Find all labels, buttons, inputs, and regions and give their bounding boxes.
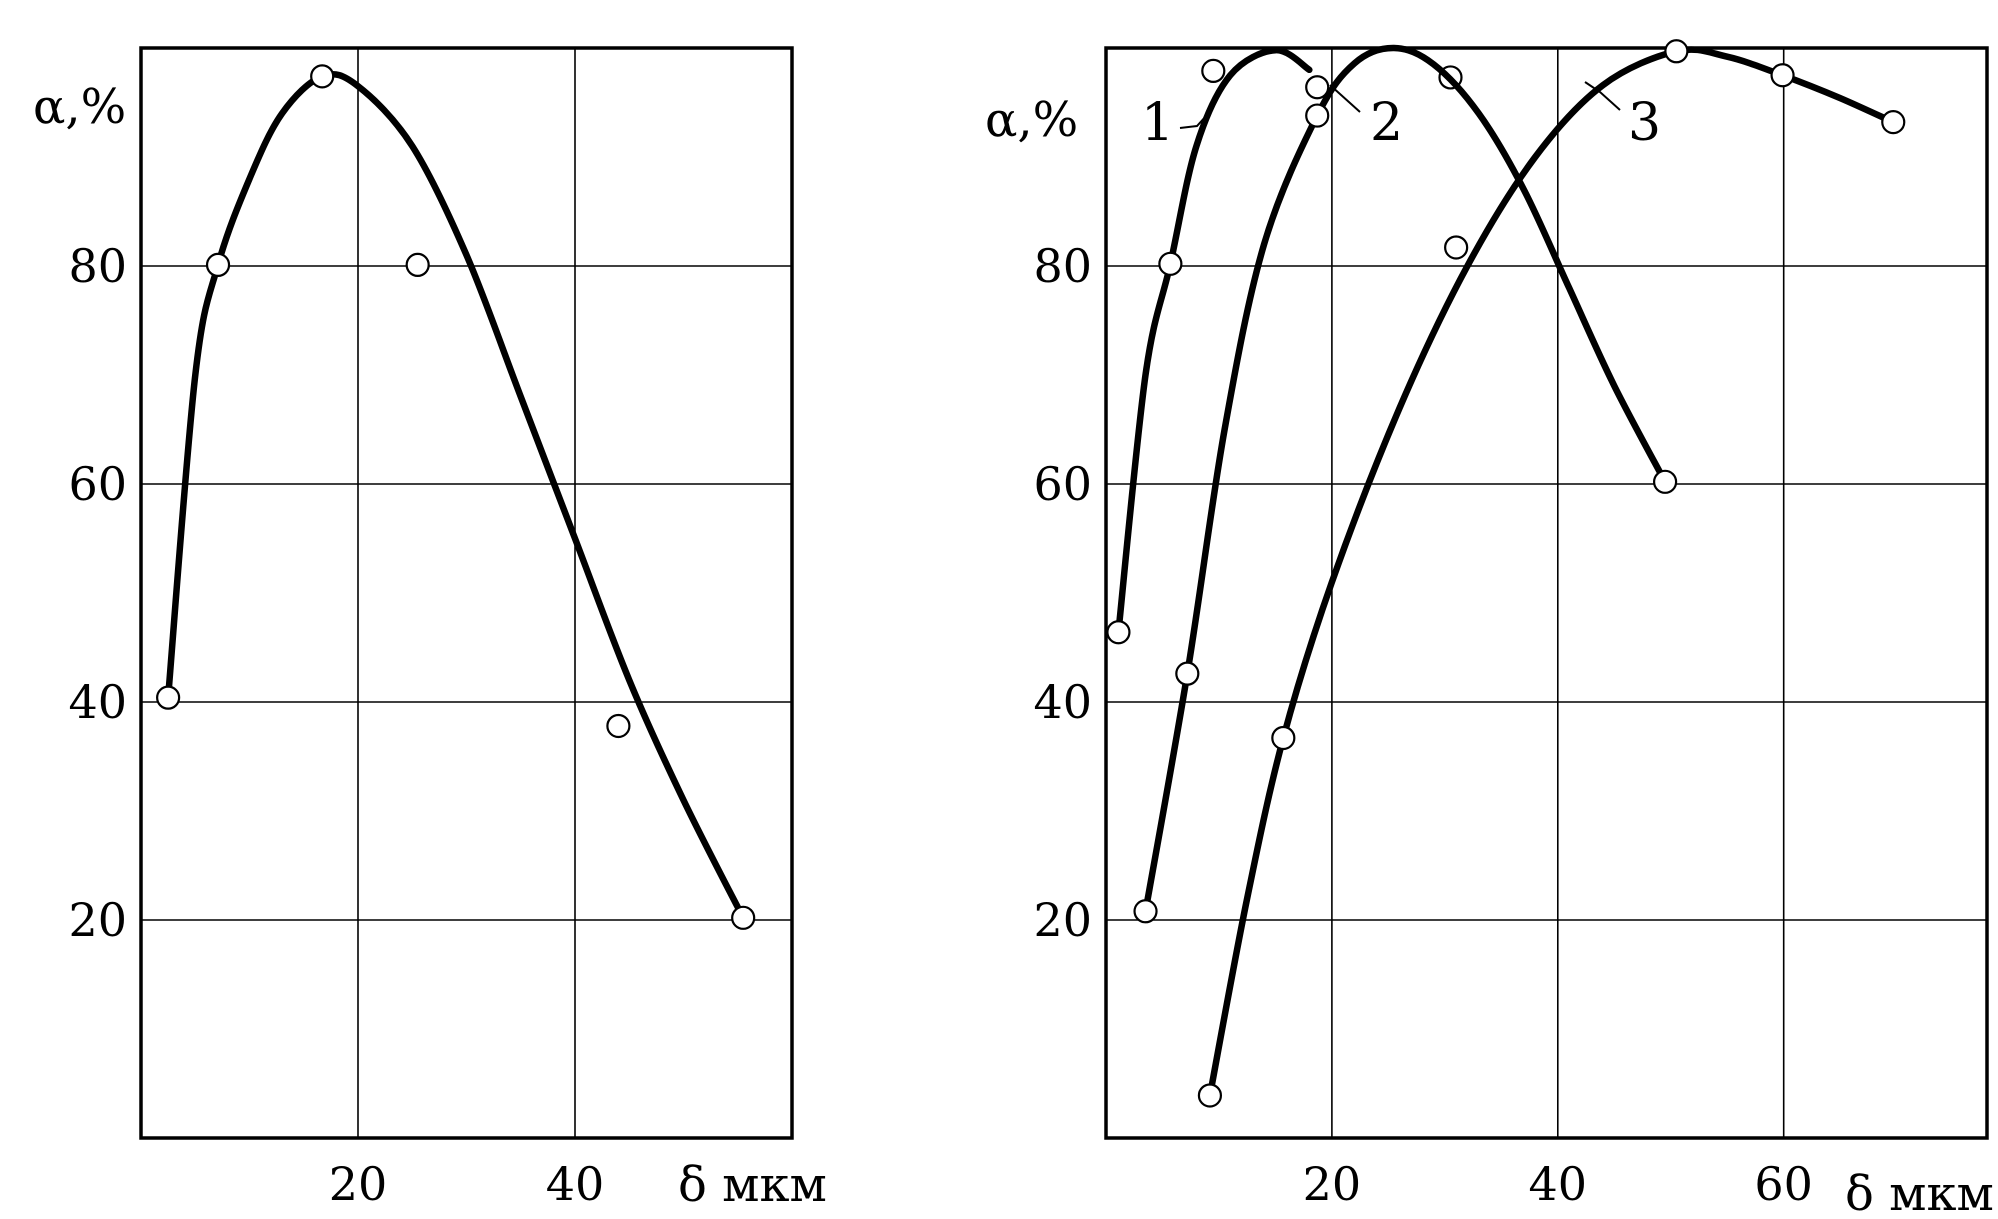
x-tick-label: 60 [1754, 1157, 1813, 1211]
series-data-point [205, 252, 231, 278]
series-2-curve [1142, 44, 1669, 915]
plot-frame [1104, 46, 1989, 1140]
plot-frame [139, 46, 794, 1140]
series-3-data-point [1271, 725, 1296, 751]
series-1-data-point [1201, 58, 1226, 83]
series-3-data-point [1664, 39, 1689, 64]
series-1-label: 1 [1141, 93, 1174, 153]
series-3-data-point [1770, 63, 1795, 88]
y-tick-label: 40 [1033, 675, 1092, 729]
y-axis-label: α,% [33, 79, 126, 135]
y-tick-label: 40 [68, 675, 127, 729]
series-2-label: 2 [1370, 93, 1403, 153]
x-tick-label: 20 [329, 1157, 388, 1211]
series-3-label: 3 [1628, 93, 1661, 153]
series-3-data-point [1197, 1083, 1223, 1108]
series-3-leader-line [1584, 81, 1621, 111]
x-axis-label: δ мкм [678, 1157, 827, 1213]
series-data-point [731, 905, 756, 930]
series-data-point [405, 252, 430, 278]
series-2-data-point [1133, 899, 1158, 924]
y-tick-label: 60 [68, 457, 127, 511]
y-axis-label: α,% [985, 92, 1078, 148]
series-1-data-point [1158, 251, 1183, 276]
series-2-leader-line [1329, 84, 1361, 113]
series-1-leader-line [1179, 115, 1207, 129]
series-data-point [310, 64, 335, 89]
series-data-point [156, 685, 181, 710]
series-1-curve [1115, 46, 1313, 636]
x-tick-label: 20 [1303, 1157, 1362, 1211]
series-data-point [606, 713, 631, 739]
panel-right-chart: 20 40 60 80 20 40 60 α,% δ мкм 1 2 3 [985, 39, 1994, 1219]
series-2-data-point [1305, 103, 1330, 128]
y-tick-label: 80 [68, 239, 127, 293]
series-2-data-point [1652, 469, 1678, 494]
series-3-curve [1206, 46, 1897, 1099]
series-3-data-point [1881, 110, 1906, 135]
y-tick-label: 20 [68, 893, 127, 947]
y-tick-label: 60 [1033, 457, 1092, 511]
y-tick-label: 80 [1033, 239, 1092, 293]
x-tick-label: 40 [1529, 1157, 1588, 1211]
y-tick-label: 20 [1033, 893, 1092, 947]
panel-left-chart: 20 40 60 80 20 40 α,% δ мкм [33, 46, 827, 1213]
x-tick-label: 40 [546, 1157, 605, 1211]
series-1-data-point [1106, 620, 1131, 645]
series-1-data-point [1444, 235, 1469, 260]
x-axis-label: δ мкм [1845, 1166, 1994, 1219]
series-2-data-point [1175, 661, 1200, 686]
series-1-data-point [1305, 75, 1330, 100]
series-curve [164, 71, 747, 922]
